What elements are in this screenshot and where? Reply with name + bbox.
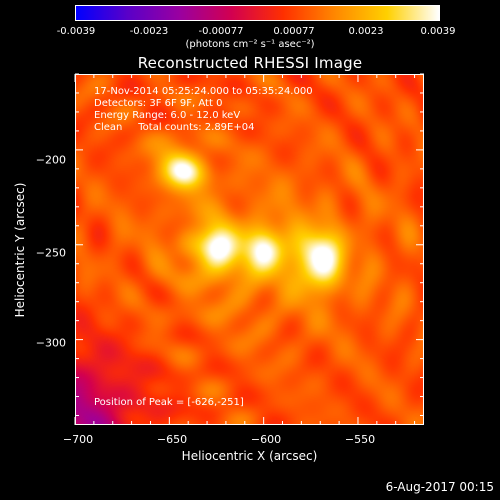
plot-timestamp: 6-Aug-2017 00:15: [385, 480, 494, 494]
peak-position-annotation: Position of Peak = [-626,-251]: [94, 397, 244, 408]
y-axis-label: Heliocentric Y (arcsec): [13, 182, 27, 318]
time-range-annotation: 17-Nov-2014 05:25:24.000 to 05:35:24.000: [94, 86, 313, 97]
y-tick-label: −250: [35, 246, 66, 260]
x-tick-label: −550: [344, 433, 376, 446]
heatmap-image: [76, 75, 423, 424]
detectors-annotation: Detectors: 3F 6F 9F, Att 0: [94, 98, 223, 109]
colorbar-tick-label: 0.0023: [348, 26, 384, 37]
x-axis-label: Heliocentric X (arcsec): [181, 449, 318, 463]
y-tick-label: −300: [35, 336, 66, 350]
colorbar-tick-label: -0.0039: [56, 26, 96, 37]
chart-title: Reconstructed RHESSI Image: [137, 54, 363, 72]
colorbar-tick-label: 0.0039: [420, 26, 456, 37]
colorbar: [75, 5, 440, 21]
y-tick-label: −200: [35, 153, 66, 167]
x-tick-label: −600: [250, 433, 282, 446]
x-tick-label: −700: [62, 433, 94, 446]
colorbar-unit-label: (photons cm⁻² s⁻¹ asec⁻²): [185, 39, 315, 50]
image-plot-area: [75, 74, 424, 425]
energy-range-annotation: Energy Range: 6.0 - 12.0 keV: [94, 110, 241, 121]
colorbar-tick-label: -0.0023: [129, 26, 169, 37]
x-tick-label: −650: [156, 433, 188, 446]
counts-annotation: Clean Total counts: 2.89E+04: [94, 122, 255, 133]
colorbar-tick-label: 0.00077: [273, 26, 315, 37]
colorbar-tick-label: -0.00077: [198, 26, 244, 37]
